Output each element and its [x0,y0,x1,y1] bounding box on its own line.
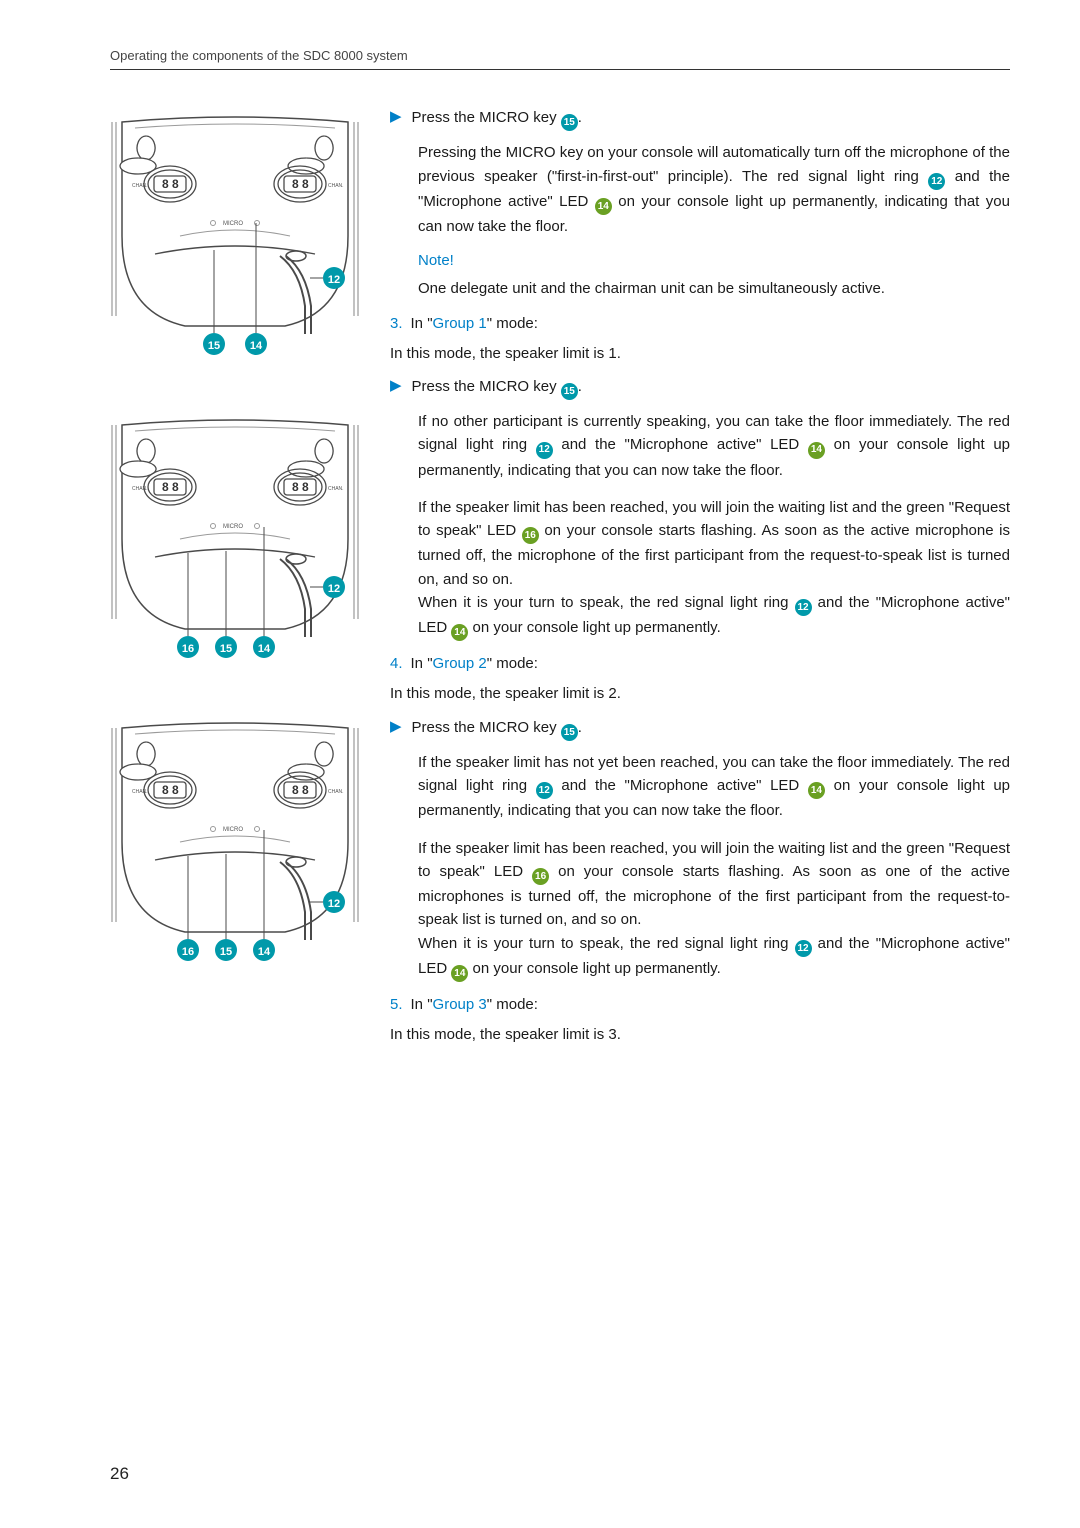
ref-14-icon: 14 [595,198,612,215]
paragraph: If the speaker limit has not yet been re… [418,751,1010,823]
ref-12-icon: 12 [536,442,553,459]
limit-text: In this mode, the speaker limit is 3. [390,1023,1010,1046]
page-number: 26 [110,1464,129,1484]
ref-14-icon: 14 [451,624,468,641]
svg-text:CHAN.: CHAN. [328,183,344,189]
instruction-press-3: ▶ Press the MICRO key 15. [390,716,1010,741]
note-text: One delegate unit and the chairman unit … [418,277,1010,300]
ref-12-icon: 12 [795,599,812,616]
ref-12-icon: 12 [795,940,812,957]
ref-15-icon: 15 [561,383,578,400]
mode-heading-5: 5.In "Group 3" mode: [390,996,1010,1013]
ref-16-icon: 16 [522,527,539,544]
svg-text:CHAN.: CHAN. [132,789,148,795]
diagram-1: 8 8 8 8 CHAN. CHAN. MICRO 12 15 14 [110,106,360,366]
left-column: 8 8 8 8 CHAN. CHAN. MICRO 12 15 14 [110,106,360,1046]
svg-text:12: 12 [328,898,340,910]
svg-text:8 8: 8 8 [292,480,309,494]
svg-text:15: 15 [220,946,232,958]
limit-text: In this mode, the speaker limit is 2. [390,682,1010,705]
ref-12-icon: 12 [928,173,945,190]
ref-15-icon: 15 [561,724,578,741]
svg-text:14: 14 [258,643,271,655]
svg-text:MICRO: MICRO [223,221,243,227]
diagram-3: 8 8 8 8 CHAN. CHAN. MICRO 12 16 15 14 [110,712,360,972]
svg-text:CHAN.: CHAN. [328,486,344,492]
svg-text:8 8: 8 8 [162,177,179,191]
svg-text:8 8: 8 8 [292,783,309,797]
svg-text:16: 16 [182,643,194,655]
svg-text:12: 12 [328,274,340,286]
svg-text:15: 15 [208,340,220,352]
svg-text:8 8: 8 8 [292,177,309,191]
paragraph: If the speaker limit has been reached, y… [418,837,1010,983]
svg-text:MICRO: MICRO [223,524,243,530]
svg-text:12: 12 [328,583,340,595]
ref-14-icon: 14 [451,965,468,982]
svg-text:8 8: 8 8 [162,480,179,494]
bullet-icon: ▶ [390,375,402,398]
paragraph: If no other participant is currently spe… [418,410,1010,482]
bullet-icon: ▶ [390,716,402,739]
svg-text:CHAN.: CHAN. [132,486,148,492]
svg-text:CHAN.: CHAN. [328,789,344,795]
note-label: Note! [418,252,1010,269]
instruction-press-1: ▶ Press the MICRO key 15. [390,106,1010,131]
instruction-press-2: ▶ Press the MICRO key 15. [390,375,1010,400]
svg-text:14: 14 [258,946,271,958]
paragraph: Pressing the MICRO key on your console w… [418,141,1010,238]
limit-text: In this mode, the speaker limit is 1. [390,342,1010,365]
ref-16-icon: 16 [532,868,549,885]
svg-text:MICRO: MICRO [223,827,243,833]
mode-heading-3: 3.In "Group 1" mode: [390,315,1010,332]
bullet-icon: ▶ [390,106,402,129]
paragraph: If the speaker limit has been reached, y… [418,496,1010,642]
ref-15-icon: 15 [561,114,578,131]
ref-12-icon: 12 [536,782,553,799]
svg-text:15: 15 [220,643,232,655]
svg-text:16: 16 [182,946,194,958]
ref-14-icon: 14 [808,442,825,459]
ref-14-icon: 14 [808,782,825,799]
mode-heading-4: 4.In "Group 2" mode: [390,655,1010,672]
diagram-2: 8 8 8 8 CHAN. CHAN. MICRO 12 16 15 14 [110,409,360,669]
svg-text:14: 14 [250,340,263,352]
right-column: ▶ Press the MICRO key 15. Pressing the M… [390,106,1010,1046]
svg-text:CHAN.: CHAN. [132,183,148,189]
page-header: Operating the components of the SDC 8000… [110,48,1010,70]
svg-text:8 8: 8 8 [162,783,179,797]
